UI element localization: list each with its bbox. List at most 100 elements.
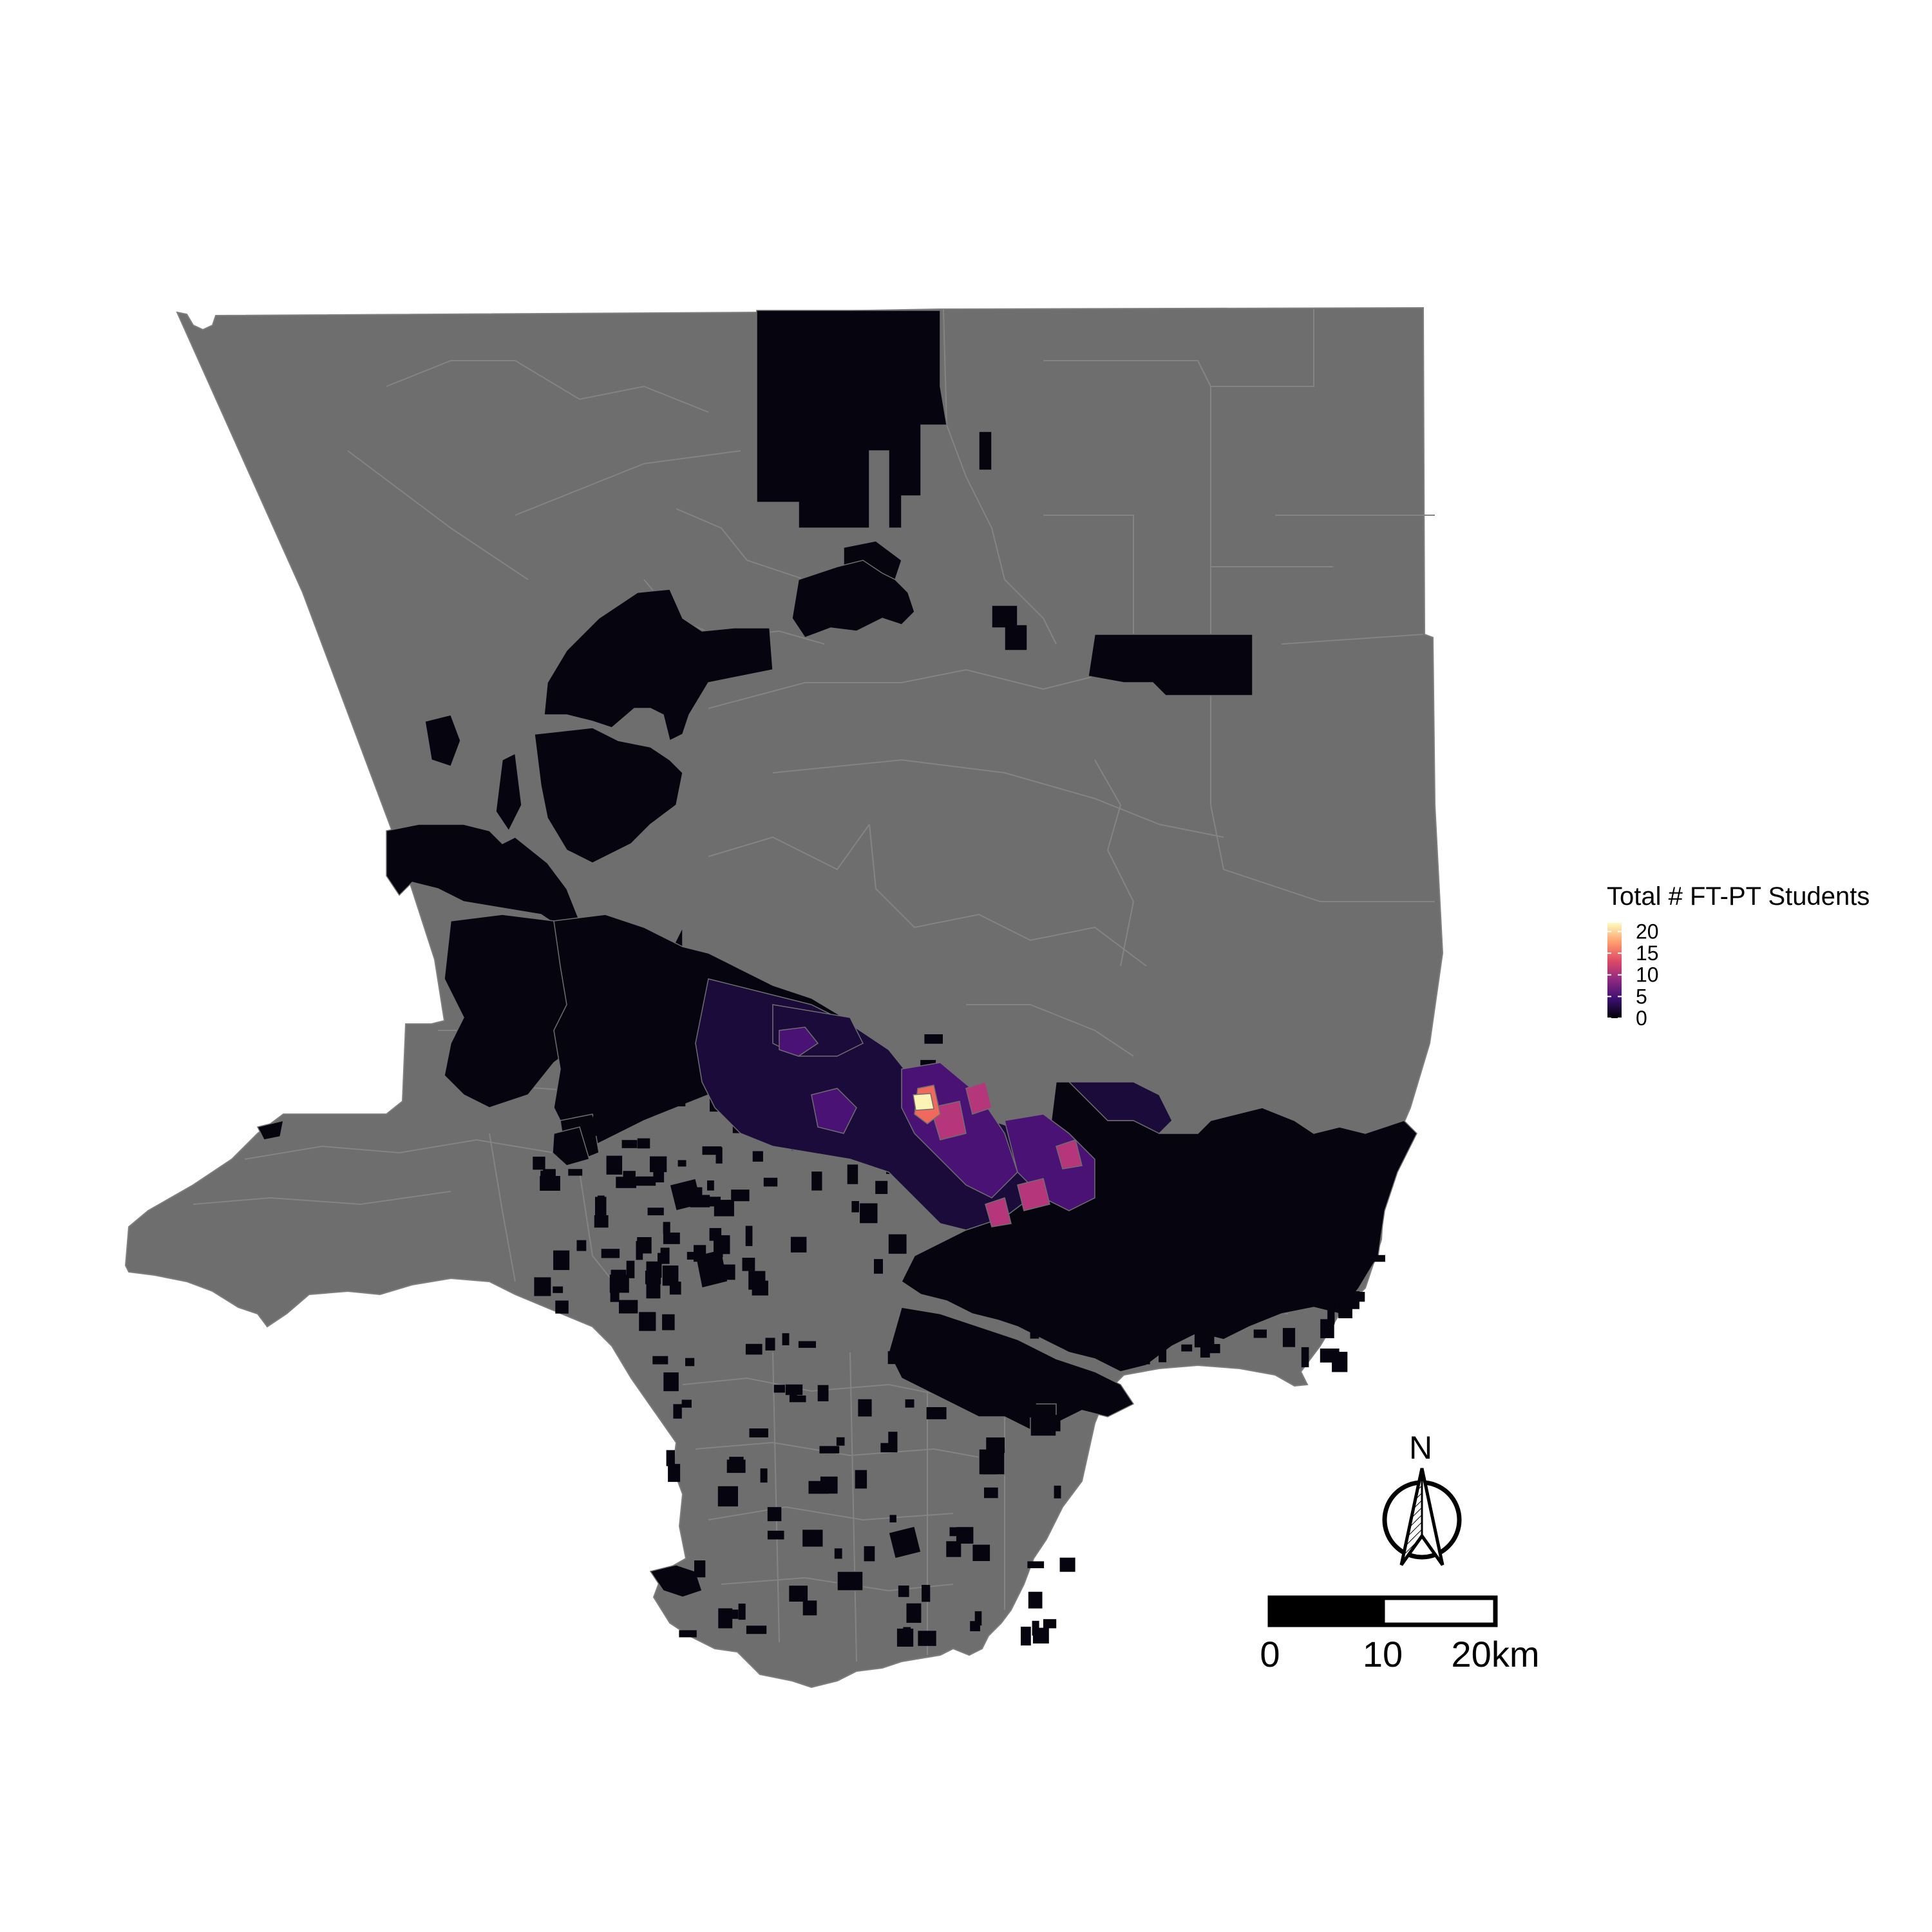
tract-zero-small: [653, 1168, 665, 1182]
tract-zero-small: [1320, 1319, 1334, 1338]
tract-east-block: [1088, 634, 1253, 696]
tract-zero-small: [1314, 1260, 1321, 1274]
tract-zero-small: [707, 1180, 714, 1191]
tract-east-san-gabriel: [901, 1081, 1417, 1372]
tract-zero-small: [731, 1189, 750, 1202]
tract-zero-small: [864, 1546, 875, 1562]
tract-zero-small: [616, 1076, 624, 1084]
tract-zero-small: [1075, 1289, 1095, 1309]
north-arrow-label: N: [1409, 1430, 1432, 1466]
tract-zero-small: [1330, 1261, 1340, 1273]
tract-zero-small: [1283, 1237, 1300, 1245]
tract-zero-small: [847, 1164, 858, 1184]
tract-mid-east-small: [991, 605, 1028, 651]
tract-zero-small: [1265, 1285, 1273, 1303]
tract-mid-3: [811, 1088, 857, 1134]
tract-zero-small: [568, 1169, 583, 1176]
tract-zero-small: [1275, 1274, 1294, 1283]
tract-zero-small: [836, 1437, 845, 1446]
tract-south-central: [888, 1307, 1135, 1430]
tract-zero-small: [1200, 1305, 1210, 1323]
tract-zero-small: [533, 1157, 545, 1170]
tract-zero-small: [589, 1083, 598, 1094]
tract-zero-small: [601, 1249, 620, 1258]
scale-label-0: 0: [1260, 1634, 1280, 1674]
tract-zero-small: [811, 1171, 822, 1191]
tracts-zero: [256, 310, 1417, 1598]
tract-hotspot-max: [913, 1093, 934, 1111]
tract-zero-small: [627, 1102, 638, 1113]
tract-zero-small: [1282, 1328, 1296, 1347]
tract-zero-small: [681, 1399, 692, 1408]
tract-zero-small: [817, 1385, 829, 1401]
tract-zero-small: [666, 1450, 675, 1466]
tract-zero-small: [1332, 1231, 1347, 1245]
north-arrow-icon: [1382, 1468, 1462, 1566]
tract-zero-small: [1159, 1345, 1167, 1363]
tract-zero-small: [1052, 1415, 1061, 1432]
tract-zero-small: [1344, 1219, 1352, 1236]
tract-zero-small: [1204, 1220, 1217, 1229]
tract-zero-small: [1090, 1215, 1107, 1232]
tract-zero-small: [652, 1356, 668, 1365]
tract-zero-small: [1245, 1165, 1257, 1175]
tract-zero-small: [802, 1530, 823, 1547]
tract-zero-small: [1028, 1591, 1043, 1609]
tract-zero-small: [903, 1627, 911, 1645]
tract-zero-small: [1096, 1259, 1104, 1272]
legend-colorbar: [1607, 923, 1622, 1018]
tract-zero-small: [673, 1576, 690, 1584]
tract-zero-small: [1107, 1334, 1124, 1350]
tract-zero-small: [637, 1138, 650, 1149]
tract-nw-cluster: [534, 727, 683, 864]
tract-zero-small: [887, 1351, 900, 1365]
tract-zero-small: [726, 1459, 746, 1473]
tract-zero-small: [1021, 1626, 1031, 1646]
tract-zero-small: [746, 1625, 767, 1634]
tract-zero-small: [889, 1515, 896, 1522]
tract-zero-small: [888, 1432, 898, 1448]
tract-zero-small: [1356, 1157, 1374, 1171]
tract-zero-small: [576, 1240, 587, 1251]
tract-zero-small: [789, 1586, 808, 1602]
tract-zero-small: [1134, 1302, 1155, 1318]
tract-zero-small: [802, 1600, 817, 1616]
tract-zero-small: [946, 1541, 961, 1557]
tract-zero-small: [668, 1464, 681, 1482]
tract-nw-inset-2: [495, 752, 522, 832]
tract-zero-small: [981, 1466, 998, 1475]
tract-zero-small: [637, 1237, 652, 1254]
tract-zero-small: [1020, 1401, 1036, 1417]
tract-zero-small: [696, 1251, 705, 1261]
tract-zero-small: [984, 1487, 998, 1499]
tract-harbor-2: [837, 1571, 864, 1591]
tract-zero-small: [534, 1277, 551, 1296]
tract-zero-small: [626, 1260, 635, 1278]
tract-zero-small: [677, 1160, 687, 1167]
tract-zero-small: [748, 1271, 766, 1290]
tract-gateway-1: [1030, 1403, 1057, 1437]
tract-zero-small: [718, 1608, 733, 1629]
scale-label-10: 10: [1363, 1634, 1403, 1674]
tract-zero-small: [567, 1090, 576, 1100]
tract-zero-small: [649, 1090, 664, 1110]
tract-zero-small: [1136, 1351, 1150, 1365]
tract-zero-small: [929, 1356, 945, 1363]
tract-zero-small: [540, 1176, 560, 1191]
tract-zero-small: [1139, 1264, 1147, 1274]
tract-zero-small: [609, 1274, 629, 1293]
tract-zero-small: [763, 1177, 778, 1187]
tract-zero-small: [606, 1155, 623, 1175]
tract-mid-2: [1004, 1113, 1095, 1211]
tract-zero-small: [1133, 1334, 1155, 1343]
tract-zero-small: [1199, 1285, 1212, 1294]
tract-zero-small: [690, 1195, 710, 1208]
tract-zero-small: [986, 1437, 1005, 1454]
tract-zero-small: [1339, 1291, 1359, 1309]
tract-harbor-1: [888, 1526, 922, 1559]
tract-zero-small: [663, 1232, 680, 1244]
tract-zero-small: [745, 1226, 753, 1246]
tract-zero-small: [745, 1343, 762, 1355]
